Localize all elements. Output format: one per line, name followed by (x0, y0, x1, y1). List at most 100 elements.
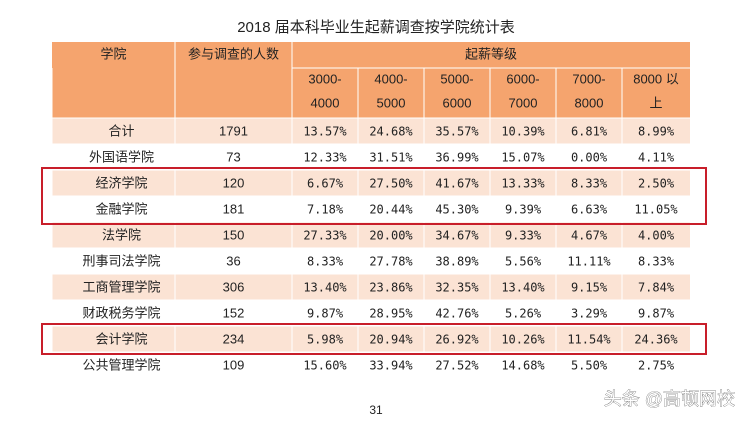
watermark: 头条 @高顿网校 (604, 389, 735, 409)
salary-level: 4000- (374, 71, 407, 86)
college-name: 金融学院 (95, 201, 147, 216)
cell-value: 152 (223, 305, 245, 320)
row-bg (52, 300, 690, 326)
cell-value: 120 (223, 175, 245, 190)
cell-value: 15.07% (501, 151, 545, 165)
cell-value: 27.50% (369, 177, 413, 191)
cell-value: 38.89% (435, 255, 479, 269)
salary-level: 8000 以 (633, 71, 679, 86)
row-bg (52, 248, 690, 274)
cell-value: 1791 (219, 123, 248, 138)
cell-value: 14.68% (501, 359, 545, 373)
cell-value: 2.75% (638, 359, 675, 373)
cell-value: 7.84% (638, 281, 675, 295)
cell-value: 8.33% (307, 255, 344, 269)
cell-value: 9.33% (505, 229, 542, 243)
cell-value: 6.67% (307, 177, 344, 191)
row-bg (52, 196, 690, 222)
salary-level: 4000 (311, 95, 340, 110)
college-name: 经济学院 (95, 175, 147, 190)
salary-level: 6000- (506, 71, 539, 86)
cell-value: 5.50% (571, 359, 608, 373)
cell-value: 10.26% (501, 333, 545, 347)
cell-value: 45.30% (435, 203, 479, 217)
college-name: 合计 (108, 123, 134, 138)
college-name: 刑事司法学院 (82, 253, 160, 268)
cell-value: 27.52% (435, 359, 479, 373)
cell-value: 10.39% (501, 125, 545, 139)
cell-value: 306 (223, 279, 245, 294)
row-bg (52, 144, 690, 170)
cell-value: 13.40% (303, 281, 347, 295)
cell-value: 11.11% (567, 255, 611, 269)
cell-value: 73 (226, 149, 240, 164)
college-name: 公共管理学院 (82, 357, 160, 372)
cell-value: 181 (223, 201, 245, 216)
cell-value: 8.99% (638, 125, 675, 139)
cell-value: 13.40% (501, 281, 545, 295)
cell-value: 36.99% (435, 151, 479, 165)
cell-value: 8.33% (571, 177, 608, 191)
row-bg (52, 170, 690, 196)
college-name: 外国语学院 (89, 149, 154, 164)
cell-value: 0.00% (571, 151, 608, 165)
cell-value: 2.50% (638, 177, 675, 191)
cell-value: 24.68% (369, 125, 413, 139)
salary-level: 3000- (308, 71, 341, 86)
cell-value: 13.33% (501, 177, 545, 191)
salary-level: 7000 (509, 95, 538, 110)
cell-value: 27.78% (369, 255, 413, 269)
cell-value: 109 (223, 357, 245, 372)
column-header: 参与调查的人数 (188, 46, 279, 61)
row-bg (52, 274, 690, 300)
row-bg (52, 222, 690, 248)
college-name: 法学院 (102, 227, 141, 242)
cell-value: 41.67% (435, 177, 479, 191)
salary-level: 5000 (377, 95, 406, 110)
cell-value: 24.36% (634, 333, 678, 347)
highlight-box (41, 323, 707, 355)
cell-value: 20.44% (369, 203, 413, 217)
page-number: 31 (369, 403, 383, 417)
title: 2018 届本科毕业生起薪调查按学院统计表 (237, 18, 515, 36)
cell-value: 11.05% (634, 203, 678, 217)
header-bg (52, 42, 690, 118)
cell-value: 32.35% (435, 281, 479, 295)
cell-value: 4.00% (638, 229, 675, 243)
column-header: 起薪等级 (465, 46, 517, 61)
cell-value: 150 (223, 227, 245, 242)
cell-value: 9.87% (307, 307, 344, 321)
cell-value: 11.54% (567, 333, 611, 347)
cell-value: 20.94% (369, 333, 413, 347)
cell-value: 13.57% (303, 125, 347, 139)
college-name: 财政税务学院 (82, 305, 160, 320)
cell-value: 42.76% (435, 307, 479, 321)
cell-value: 234 (223, 331, 245, 346)
cell-value: 8.33% (638, 255, 675, 269)
cell-value: 5.98% (307, 333, 344, 347)
cell-value: 20.00% (369, 229, 413, 243)
cell-value: 15.60% (303, 359, 347, 373)
cell-value: 5.26% (505, 307, 542, 321)
college-name: 工商管理学院 (82, 279, 160, 294)
row-bg (52, 326, 690, 352)
cell-value: 6.81% (571, 125, 608, 139)
salary-level: 8000 (575, 95, 604, 110)
cell-value: 33.94% (369, 359, 413, 373)
cell-value: 26.92% (435, 333, 479, 347)
cell-value: 5.56% (505, 255, 542, 269)
cell-value: 4.67% (571, 229, 608, 243)
cell-value: 6.63% (571, 203, 608, 217)
cell-value: 9.39% (505, 203, 542, 217)
college-name: 会计学院 (95, 331, 147, 346)
cell-value: 35.57% (435, 125, 479, 139)
cell-value: 28.95% (369, 307, 413, 321)
cell-value: 36 (226, 253, 240, 268)
cell-value: 9.15% (571, 281, 608, 295)
row-bg (52, 352, 690, 378)
cell-value: 7.18% (307, 203, 344, 217)
cell-value: 31.51% (369, 151, 413, 165)
column-header: 学院 (100, 46, 126, 61)
